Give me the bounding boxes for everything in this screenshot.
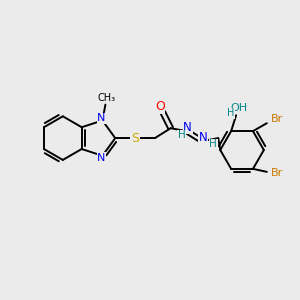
Text: OH: OH [230,103,248,113]
Text: N: N [199,130,208,144]
Text: O: O [155,100,165,113]
Text: Br: Br [271,114,283,124]
Text: Br: Br [271,168,283,178]
Text: N: N [97,113,106,124]
Text: H: H [178,130,185,140]
Text: N: N [183,121,192,134]
Text: CH₃: CH₃ [97,93,116,103]
Text: H: H [227,108,235,118]
Text: N: N [97,153,106,163]
Text: S: S [131,132,139,145]
Text: H: H [209,139,217,149]
